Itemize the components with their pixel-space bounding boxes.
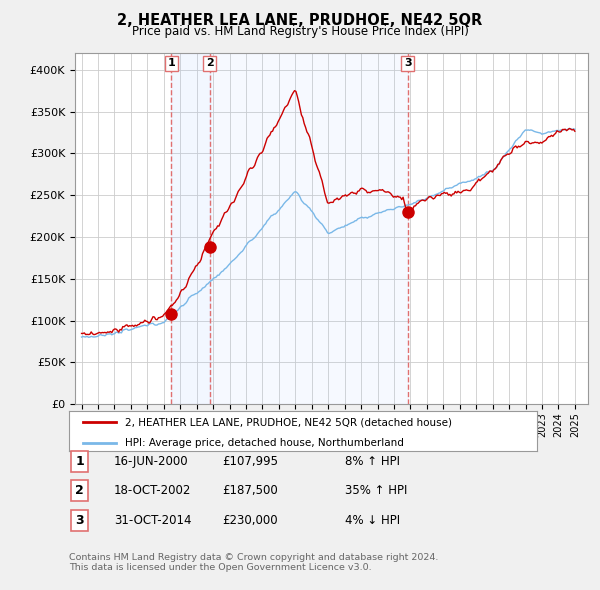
Text: Price paid vs. HM Land Registry's House Price Index (HPI): Price paid vs. HM Land Registry's House … xyxy=(131,25,469,38)
Text: 3: 3 xyxy=(76,514,84,527)
Bar xyxy=(172,53,210,404)
Text: 2, HEATHER LEA LANE, PRUDHOE, NE42 5QR: 2, HEATHER LEA LANE, PRUDHOE, NE42 5QR xyxy=(118,13,482,28)
Text: £187,500: £187,500 xyxy=(222,484,278,497)
Text: 2, HEATHER LEA LANE, PRUDHOE, NE42 5QR (detached house): 2, HEATHER LEA LANE, PRUDHOE, NE42 5QR (… xyxy=(125,417,452,427)
Text: 31-OCT-2014: 31-OCT-2014 xyxy=(114,514,191,527)
Text: £107,995: £107,995 xyxy=(222,455,278,468)
Text: £230,000: £230,000 xyxy=(222,514,278,527)
Text: 2: 2 xyxy=(206,58,214,68)
Text: Contains HM Land Registry data © Crown copyright and database right 2024.: Contains HM Land Registry data © Crown c… xyxy=(69,553,439,562)
Text: This data is licensed under the Open Government Licence v3.0.: This data is licensed under the Open Gov… xyxy=(69,563,371,572)
Bar xyxy=(210,53,407,404)
Text: 35% ↑ HPI: 35% ↑ HPI xyxy=(345,484,407,497)
Text: 18-OCT-2002: 18-OCT-2002 xyxy=(114,484,191,497)
Text: 16-JUN-2000: 16-JUN-2000 xyxy=(114,455,188,468)
Text: HPI: Average price, detached house, Northumberland: HPI: Average price, detached house, Nort… xyxy=(125,438,404,448)
Text: 8% ↑ HPI: 8% ↑ HPI xyxy=(345,455,400,468)
Text: 1: 1 xyxy=(167,58,175,68)
Text: 2: 2 xyxy=(76,484,84,497)
Text: 3: 3 xyxy=(404,58,412,68)
Text: 1: 1 xyxy=(76,455,84,468)
Text: 4% ↓ HPI: 4% ↓ HPI xyxy=(345,514,400,527)
